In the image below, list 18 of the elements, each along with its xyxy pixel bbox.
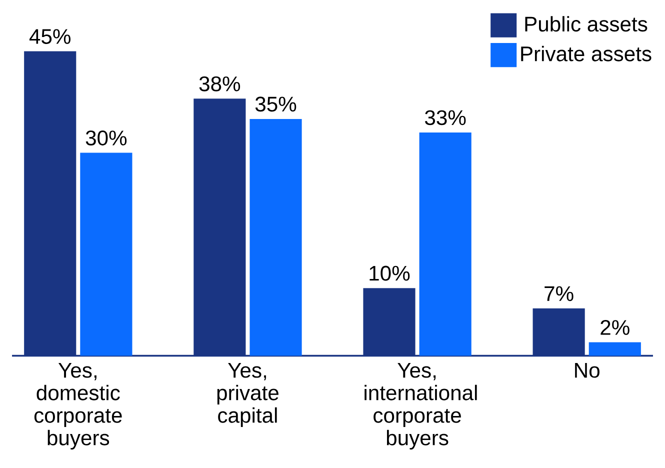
x-tick-label: Yes, domestic corporate buyers — [34, 363, 122, 450]
data-label: 33% — [424, 110, 466, 126]
data-label: 30% — [86, 130, 127, 146]
x-tick-label: Yes, international corporate buyers — [364, 363, 477, 450]
data-label: 45% — [29, 29, 70, 44]
bar — [588, 342, 641, 356]
data-label: 35% — [255, 96, 296, 112]
bar — [419, 132, 472, 356]
bar — [250, 118, 302, 356]
legend-label: Private assets — [521, 46, 652, 62]
bar — [80, 152, 132, 356]
data-label: 2% — [600, 320, 630, 335]
legend-label: Public assets — [525, 16, 648, 32]
data-label: 10% — [370, 266, 410, 281]
x-tick-label: Yes, private capital — [217, 363, 278, 428]
x-tick-label: No — [575, 363, 600, 378]
data-label: 7% — [544, 286, 574, 302]
data-label: 38% — [199, 76, 240, 92]
